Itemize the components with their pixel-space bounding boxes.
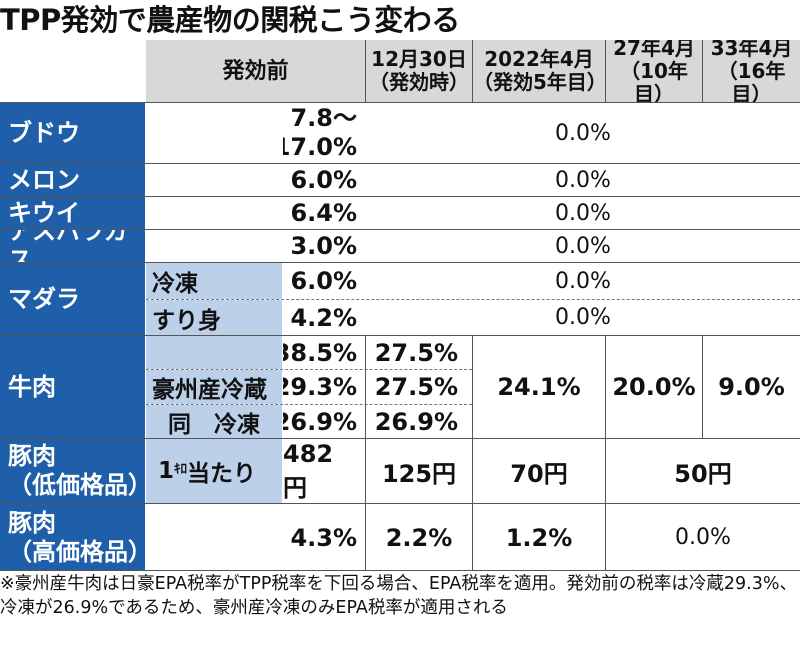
- beef-blank-sublabel: [146, 336, 282, 369]
- row-label-cod: マダラ: [0, 263, 145, 335]
- grid-line: [0, 335, 800, 336]
- row-label-melon: メロン: [0, 164, 145, 196]
- grid-line: [605, 336, 606, 571]
- row-label-pork-high: 豚肉 （高価格品）: [0, 504, 145, 571]
- header-col1-line2: （発効時）: [369, 70, 469, 94]
- beef-col2: 24.1%: [497, 373, 581, 401]
- header-col4-line2: （16年目）: [717, 58, 786, 102]
- beef-col3: 20.0%: [612, 373, 696, 401]
- header-col4: 33年4月 （16年目）: [703, 40, 800, 102]
- grid-line: [605, 40, 606, 102]
- cod-surimi-after: 0.0%: [555, 305, 611, 330]
- grid-line: [472, 336, 473, 571]
- kiwi-before: 6.4%: [290, 199, 357, 227]
- grape-before-line1: 7.8～: [290, 104, 357, 132]
- header-col3: 27年4月 （10年目）: [606, 40, 702, 102]
- grid-line: [365, 336, 366, 571]
- grid-line: [0, 262, 800, 263]
- pork-low-col1: 125円: [381, 459, 457, 488]
- kiwi-after: 0.0%: [555, 200, 611, 226]
- pork-high-col1: 2.2%: [385, 523, 453, 552]
- kilo-unit: ｷﾛ: [174, 462, 188, 477]
- row-label-grape: ブドウ: [0, 103, 145, 163]
- pork-low-before: 482円: [283, 439, 334, 502]
- cod-surimi-before: 4.2%: [290, 303, 357, 332]
- pork-high-before: 4.3%: [290, 523, 357, 552]
- pork-low-col34: 50円: [674, 459, 732, 488]
- pork-low-label-line1: 豚肉: [8, 442, 56, 470]
- cod-surimi-sublabel: すり身: [146, 300, 282, 335]
- header-col2-line1: 2022年4月: [484, 47, 594, 71]
- grid-line: [365, 40, 366, 102]
- row-label-beef: 牛肉: [0, 336, 145, 438]
- row-label-pork-low: 豚肉 （低価格品）: [0, 439, 145, 503]
- footnote: ※豪州産牛肉は日豪EPA税率がTPP税率を下回る場合、EPA税率を適用。発効前の…: [0, 574, 797, 618]
- grid-line: [0, 229, 800, 230]
- beef-r1-before: 38.5%: [283, 338, 357, 367]
- header-col4-line1: 33年4月: [710, 40, 793, 60]
- pork-high-col2: 1.2%: [505, 523, 573, 552]
- cod-frozen-before: 6.0%: [290, 267, 357, 295]
- grid-line: [0, 196, 800, 197]
- grid-dashed-line: [146, 299, 800, 300]
- grid-line: [0, 503, 800, 504]
- grid-line: [0, 438, 800, 439]
- pork-high-label-line1: 豚肉: [8, 508, 56, 537]
- tariff-table: 発効前 12月30日 （発効時） 2022年4月 （発効5年目） 27年4月 （…: [0, 40, 800, 571]
- asparagus-before: 3.0%: [290, 232, 357, 260]
- row-label-asparagus: アスパラガス: [0, 230, 145, 262]
- cod-frozen-sublabel: 冷凍: [146, 263, 282, 299]
- grape-after: 0.0%: [555, 120, 611, 146]
- grid-line: [472, 40, 473, 102]
- beef-col4: 9.0%: [718, 373, 785, 401]
- grid-line: [0, 570, 800, 571]
- grape-before-line2: 17.0%: [283, 133, 357, 161]
- beef-r2-before: 29.3%: [283, 373, 357, 401]
- cod-frozen-after: 0.0%: [555, 268, 611, 294]
- row-label-kiwi: キウイ: [0, 197, 145, 229]
- beef-r3-before: 26.9%: [283, 407, 357, 436]
- pork-low-label-line2: （低価格品）: [8, 471, 145, 499]
- header-col1-line1: 12月30日: [371, 47, 467, 71]
- pork-per-kilo-sublabel: 1 ｷﾛ 当たり: [146, 439, 282, 503]
- asparagus-after: 0.0%: [555, 233, 611, 259]
- melon-before: 6.0%: [290, 166, 357, 194]
- grid-line: [702, 40, 703, 102]
- header-col2-line2: （発効5年目）: [473, 70, 605, 94]
- header-col3-line1: 27年4月: [613, 40, 695, 60]
- grid-dashed-line: [146, 369, 472, 370]
- header-col3-line2: （10年目）: [620, 58, 688, 102]
- grid-line: [702, 336, 703, 438]
- grid-dashed-line: [146, 404, 472, 405]
- grid-line: [0, 102, 800, 103]
- header-before: 発効前: [146, 40, 365, 102]
- melon-after: 0.0%: [555, 167, 611, 193]
- beef-r3-col1: 26.9%: [374, 407, 458, 436]
- pork-low-col2: 70円: [510, 459, 568, 488]
- beef-r2-col1: 27.5%: [374, 373, 458, 401]
- pork-high-col34: 0.0%: [675, 525, 731, 550]
- beef-r1-col1: 27.5%: [374, 338, 458, 367]
- beef-aus-frozen-sublabel: 同 冷凍: [146, 405, 282, 438]
- header-col2: 2022年4月 （発効5年目）: [473, 40, 605, 102]
- beef-aus-chilled-sublabel: 豪州産冷蔵: [146, 370, 282, 404]
- header-blank: [0, 40, 145, 102]
- pork-high-label-line2: （高価格品）: [8, 537, 145, 566]
- grid-line: [0, 163, 800, 164]
- header-col1: 12月30日 （発効時）: [366, 40, 472, 102]
- page-title: TPP発効で農産物の関税こう変わる: [0, 3, 460, 37]
- grape-before: 7.8～ 17.0%: [283, 103, 365, 163]
